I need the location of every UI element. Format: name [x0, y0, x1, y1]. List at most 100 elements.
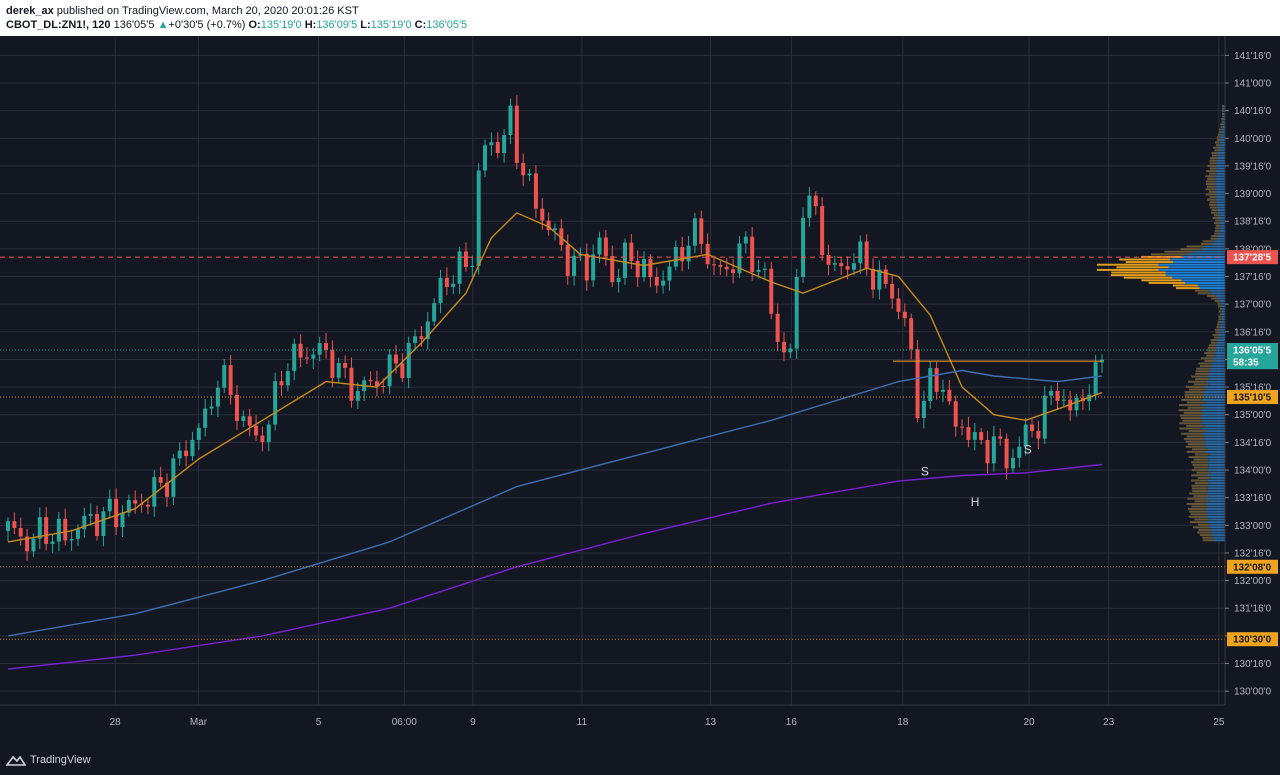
volume-profile-down-bar [1210, 211, 1218, 214]
candle-up [31, 538, 36, 552]
volume-profile-down-bar [1207, 198, 1216, 201]
volume-profile-down-bar [1216, 138, 1221, 141]
volume-profile-up-bar [1217, 167, 1225, 170]
volume-profile-up-bar [1220, 224, 1225, 227]
volume-profile-up-bar [1208, 466, 1225, 469]
candle-down [165, 482, 170, 497]
volume-profile-down-bar [1198, 528, 1212, 531]
candle-down [400, 363, 405, 378]
volume-profile-up-bar [1219, 229, 1225, 232]
candle-down [540, 208, 545, 221]
price-tick-label: 133'00'0 [1234, 521, 1272, 532]
candle-down [839, 263, 844, 267]
price-tick-label: 135'00'0 [1234, 410, 1272, 421]
candle-down [145, 504, 150, 507]
pattern-label: S [1024, 442, 1032, 456]
volume-profile-down-bar [1214, 336, 1220, 339]
candle-up [762, 268, 767, 270]
candle-down [731, 269, 736, 274]
volume-profile-up-bar [1205, 497, 1225, 500]
volume-profile-up-bar [1223, 105, 1225, 108]
volume-profile-up-bar [1215, 185, 1225, 188]
candle-up [661, 280, 666, 286]
volume-profile-down-bar [1193, 383, 1209, 386]
candle-up [37, 517, 42, 539]
author-name[interactable]: derek_ax [6, 5, 54, 17]
volume-profile-up-bar [1193, 250, 1225, 253]
candle-up [788, 348, 793, 353]
volume-profile-down-bar [1183, 437, 1204, 440]
price-chart[interactable]: S H S 141'16'0 141'00'0 140'16'0 140'00'0 139'1… [0, 36, 1280, 745]
volume-profile-up-bar [1217, 339, 1225, 342]
volume-profile-up-bar [1216, 344, 1225, 347]
volume-profile-up-bar [1217, 211, 1225, 214]
last-price: 136'05'5 [113, 19, 155, 31]
candle-up [1023, 424, 1028, 447]
volume-profile-down-bar [1187, 443, 1206, 446]
tradingview-brand[interactable]: TradingView [6, 754, 91, 766]
candle-up [190, 439, 195, 457]
volume-profile-up-bar [1204, 396, 1225, 399]
volume-profile-down-bar [1218, 318, 1222, 321]
candle-down [12, 521, 17, 529]
volume-profile-down-bar [1214, 300, 1220, 303]
candle-down [584, 253, 589, 281]
volume-profile-up-bar [1207, 461, 1225, 464]
volume-profile-down-bar [1218, 305, 1222, 308]
candle-up [266, 424, 271, 443]
volume-profile-up-bar [1215, 198, 1225, 201]
volume-profile-down-bar [1192, 463, 1209, 466]
time-tick-label: 28 [110, 717, 122, 728]
candle-up [921, 401, 926, 419]
low-label: L: [360, 19, 371, 31]
candle-down [298, 343, 303, 358]
volume-profile-up-bar [1158, 263, 1225, 266]
volume-profile-up-bar [1207, 489, 1225, 492]
candle-down [18, 528, 23, 537]
price-tick-label: 136'16'0 [1234, 327, 1272, 338]
candle-up [1100, 359, 1104, 363]
volume-profile-down-bar [1199, 534, 1212, 537]
volume-profile-down-bar [1206, 354, 1216, 357]
candle-down [654, 277, 659, 286]
candle-down [234, 394, 239, 421]
volume-profile-down-bar [1200, 242, 1213, 245]
volume-profile-down-bar [1182, 419, 1203, 422]
price-level-badge: 136'05'5 [1233, 346, 1272, 357]
candle-up [483, 145, 488, 171]
time-tick-label: 23 [1103, 717, 1115, 728]
volume-profile-down-bar [1206, 170, 1216, 173]
volume-profile-down-bar [1211, 341, 1218, 344]
candle-up [241, 416, 246, 421]
volume-profile-down-bar [1197, 292, 1211, 295]
volume-profile-down-bar [1208, 190, 1217, 193]
volume-profile-down-bar [1191, 375, 1208, 378]
volume-profile-down-bar [1180, 417, 1203, 420]
candle-down [813, 195, 818, 207]
candle-down [63, 518, 68, 541]
volume-profile-up-bar [1212, 357, 1225, 360]
candle-up [56, 518, 61, 542]
price-tick-label: 141'00'0 [1234, 78, 1272, 89]
volume-profile-up-bar [1203, 437, 1225, 440]
symbol-label[interactable]: CBOT_DL:ZN1!, 120 [6, 19, 111, 31]
price-level-badge-bg [1227, 632, 1278, 647]
candle-up [171, 458, 176, 497]
candle-down [1004, 438, 1009, 469]
volume-profile-down-bar [1179, 427, 1202, 430]
volume-profile-down-bar [1211, 151, 1218, 154]
volume-profile-up-bar [1210, 523, 1225, 526]
volume-profile-up-bar [1202, 417, 1225, 420]
candle-down [947, 389, 952, 402]
ma_long-line [7, 463, 1103, 670]
time-tick-label: 25 [1213, 717, 1225, 728]
volume-profile-down-bar [1195, 370, 1210, 373]
volume-profile-down-bar [1209, 203, 1217, 206]
volume-profile-up-bar [1222, 125, 1225, 128]
volume-profile-down-bar [1211, 209, 1218, 212]
volume-profile-up-bar [1206, 521, 1225, 524]
candle-down [979, 432, 984, 441]
volume-profile-down-bar [1217, 133, 1222, 136]
candle-down [304, 357, 309, 359]
candle-up [69, 538, 74, 541]
